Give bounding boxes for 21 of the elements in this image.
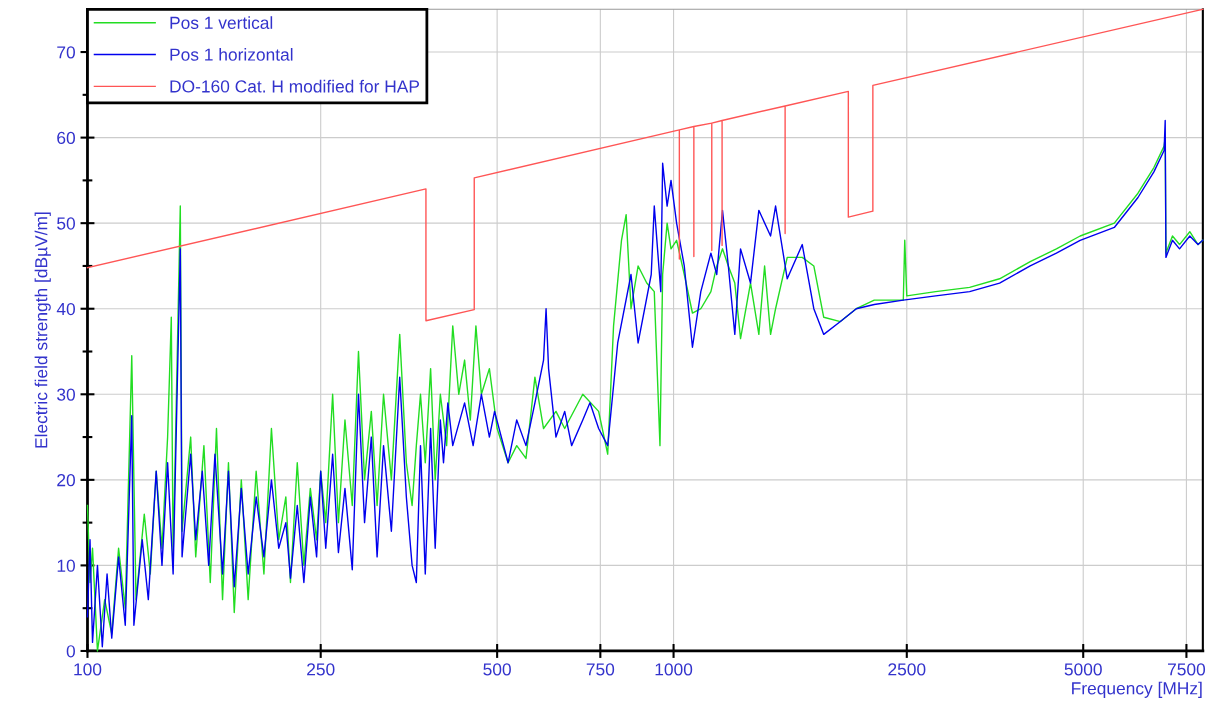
legend-label: Pos 1 vertical [170, 16, 273, 29]
x-tick-label: 5000 [1064, 663, 1102, 676]
y-tick-label: 50 [57, 217, 75, 230]
y-tick-label: 0 [66, 645, 75, 658]
y-tick-label: 40 [56, 302, 75, 316]
legend-label: DO-160 Cat. H modified for HAP [170, 79, 420, 93]
x-tick-label: 250 [307, 663, 335, 676]
x-tick-label: 750 [586, 663, 615, 676]
y-tick-label: 10 [57, 559, 75, 572]
x-axis-title: Frequency [MHz] [1072, 681, 1202, 698]
x-tick-label: 500 [483, 663, 511, 676]
y-tick-label: 70 [57, 46, 75, 59]
y-tick-label: 60 [57, 131, 75, 145]
x-tick-label: 7500 [1168, 663, 1206, 676]
x-tick-label: 2500 [888, 663, 926, 676]
y-tick-label: 20 [57, 474, 75, 487]
y-axis-title: Electric field strength [dBµV/m] [34, 212, 51, 448]
legend-label: Pos 1 horizontal [170, 48, 293, 61]
y-tick-label: 30 [57, 388, 75, 401]
x-tick-label: 1000 [655, 663, 693, 676]
x-tick-label: 100 [74, 663, 102, 676]
